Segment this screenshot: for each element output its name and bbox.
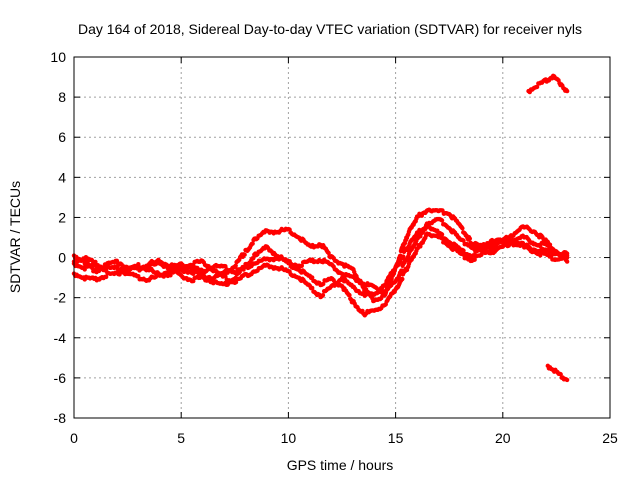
data-point xyxy=(321,281,326,287)
series-segment-lower xyxy=(545,363,570,383)
data-point xyxy=(310,275,315,280)
data-point xyxy=(168,273,173,278)
data-point xyxy=(168,269,173,274)
y-tick-label: 2 xyxy=(58,209,66,225)
y-axis-label: SDTVAR / TECUs xyxy=(7,181,23,293)
grid xyxy=(74,57,610,418)
y-tick-label: 8 xyxy=(58,89,66,105)
data-point xyxy=(93,259,98,265)
data-point xyxy=(299,263,304,268)
data-point xyxy=(320,292,326,298)
x-tick-label: 15 xyxy=(388,430,404,446)
data-point xyxy=(558,372,563,377)
data-point xyxy=(564,251,570,256)
data-point xyxy=(251,255,256,261)
y-tick-label: -8 xyxy=(54,410,67,426)
data-point xyxy=(439,218,445,223)
data-point xyxy=(233,263,238,268)
x-tick-label: 10 xyxy=(281,430,297,446)
plot-frame xyxy=(73,56,611,419)
y-tick-label: 0 xyxy=(58,250,66,266)
data-point xyxy=(564,88,570,94)
series-track-a xyxy=(71,207,570,304)
data-point xyxy=(564,259,570,264)
y-tick-label: -2 xyxy=(54,290,67,306)
data-point xyxy=(103,274,109,280)
data-point xyxy=(467,236,473,241)
series-segment-upper xyxy=(526,73,570,95)
data-point xyxy=(326,250,331,256)
series-track-c xyxy=(71,224,570,300)
x-tick-label: 25 xyxy=(602,430,618,446)
data-point xyxy=(103,268,109,274)
data-point xyxy=(564,377,570,383)
data-point xyxy=(400,276,405,282)
x-tick-label: 0 xyxy=(70,430,78,446)
y-tick-label: 10 xyxy=(50,49,66,65)
data-point xyxy=(347,292,352,298)
x-axis-label: GPS time / hours xyxy=(287,457,394,473)
data-point xyxy=(472,257,477,262)
data-point xyxy=(399,268,405,273)
data-point xyxy=(461,238,466,243)
data-point xyxy=(439,232,445,237)
data-point xyxy=(460,226,465,231)
y-tick-label: -4 xyxy=(54,330,67,346)
data-point xyxy=(564,255,570,260)
data-point xyxy=(472,253,477,258)
y-tick-label: -6 xyxy=(54,370,67,386)
y-tick-label: 6 xyxy=(58,129,66,145)
series-track-d xyxy=(71,216,570,296)
data-point xyxy=(250,241,255,246)
x-tick-label: 5 xyxy=(177,430,185,446)
data-point xyxy=(242,252,247,257)
x-tick-label: 20 xyxy=(495,430,511,446)
data-point xyxy=(401,254,406,259)
y-tick-label: 4 xyxy=(58,169,66,185)
data-point xyxy=(534,84,540,90)
data-point xyxy=(461,248,466,253)
data-points xyxy=(71,73,570,383)
data-point xyxy=(310,285,315,291)
chart-title: Day 164 of 2018, Sidereal Day-to-day VTE… xyxy=(78,21,582,37)
